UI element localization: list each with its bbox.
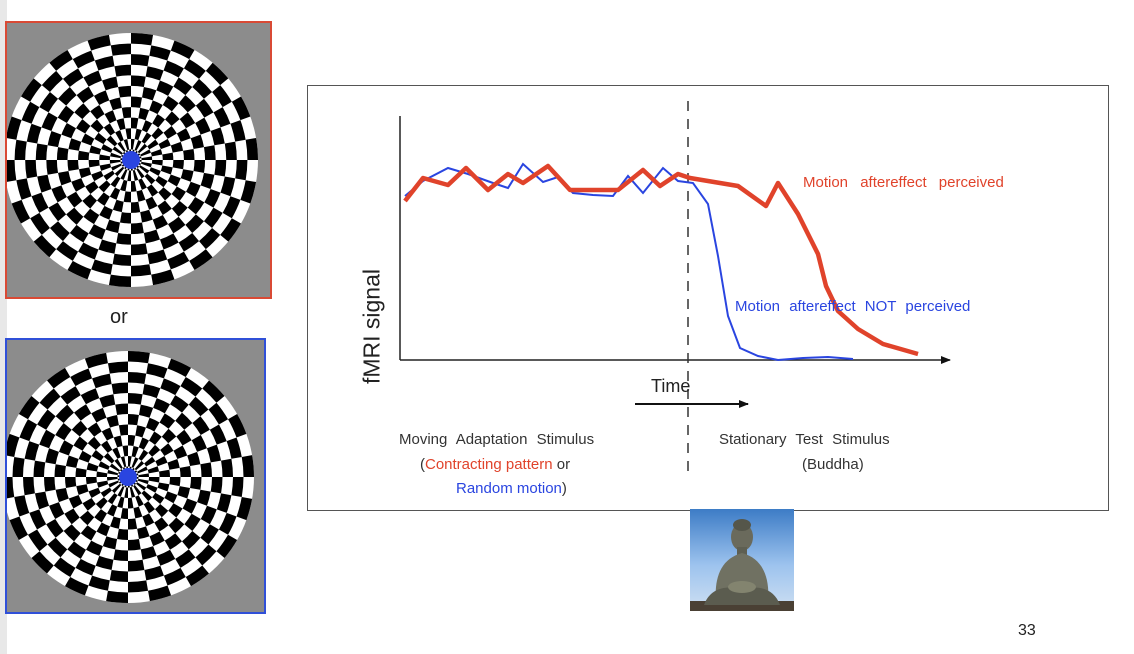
adaptation-stimulus-detail: (Contracting pattern or bbox=[420, 456, 571, 473]
adaptation-stimulus-label: Moving Adaptation Stimulus bbox=[399, 431, 595, 448]
not-perceived-curve-label: Motion aftereffect NOT perceived bbox=[735, 298, 971, 315]
random-motion-checkerboard-image bbox=[7, 351, 254, 603]
or-label: or bbox=[110, 306, 128, 328]
contracting-checkerboard-image bbox=[7, 33, 258, 287]
fmri-signal-plot bbox=[399, 101, 951, 471]
contracting-pattern-text: Contracting pattern bbox=[425, 456, 553, 473]
page-number: 33 bbox=[1018, 622, 1036, 639]
x-axis-label: Time bbox=[651, 376, 691, 396]
buddha-statue-icon bbox=[690, 519, 794, 611]
buddha-statue-image bbox=[690, 509, 794, 611]
contracting-pattern-stimulus bbox=[5, 21, 272, 299]
slide-left-edge bbox=[0, 0, 7, 654]
random-motion-stimulus bbox=[5, 338, 266, 614]
random-motion-detail: Random motion) bbox=[456, 480, 567, 497]
perceived-curve-label: Motion aftereffect perceived bbox=[803, 174, 1004, 191]
random-motion-text: Random motion bbox=[456, 480, 562, 497]
y-axis-label: fMRI signal bbox=[358, 268, 385, 385]
fmri-signal-diagram: fMRI signal Time Motion aftereffect perc… bbox=[307, 85, 1109, 511]
curve-motion-aftereffect-perceived bbox=[403, 163, 919, 357]
test-stimulus-label: Stationary Test Stimulus bbox=[719, 431, 890, 448]
test-stimulus-detail: (Buddha) bbox=[802, 456, 864, 473]
